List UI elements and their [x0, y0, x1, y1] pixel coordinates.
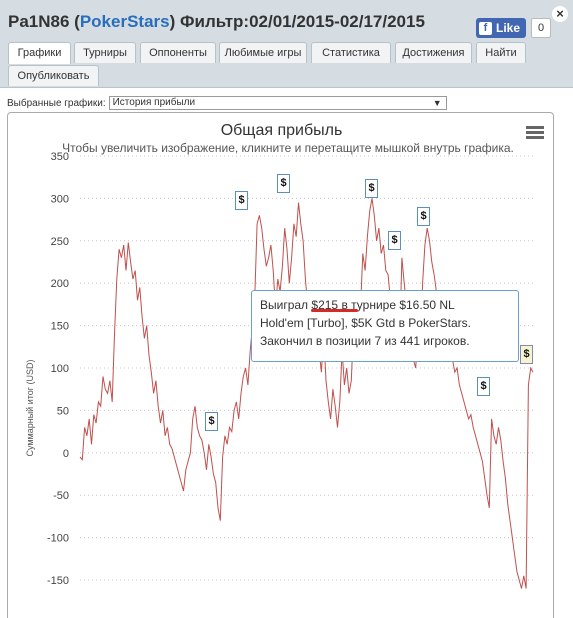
- y-tick-label: 50: [57, 405, 69, 417]
- player-name: Pa1N86: [8, 12, 70, 31]
- chart-title: Общая прибыль: [220, 122, 343, 139]
- tab-publish[interactable]: Опубликовать: [8, 65, 99, 86]
- close-button[interactable]: ×: [552, 6, 568, 22]
- y-tick-label: 300: [51, 193, 69, 205]
- tournament-marker[interactable]: $: [520, 345, 533, 364]
- y-tick-label: 200: [51, 278, 69, 290]
- y-tick-label: 250: [51, 236, 69, 248]
- y-axis-label: Суммарный итог (USD): [25, 359, 35, 456]
- y-tick-label: 350: [51, 151, 69, 163]
- header-bar: Pa1N86 (PokerStars) Фильтр:02/01/2015-02…: [0, 0, 573, 88]
- amount-underline-annotation: [311, 309, 358, 312]
- tab-achievements[interactable]: Достижения: [395, 42, 472, 63]
- tournament-marker[interactable]: $: [235, 191, 248, 210]
- tab-statistics[interactable]: Статистика: [311, 42, 391, 63]
- profit-series-line[interactable]: [79, 198, 534, 589]
- y-tick-label: 0: [63, 448, 69, 460]
- tournament-marker[interactable]: $: [205, 412, 218, 431]
- tab-favorite-games[interactable]: Любимые игры: [219, 42, 307, 63]
- tooltip-line-1: Выиграл $215 в турнире $16.50 NL: [260, 296, 510, 314]
- tournament-marker[interactable]: $: [365, 179, 378, 198]
- filter-label: Фильтр:02/01/2015-02/17/2015: [180, 12, 425, 31]
- y-tick-label: -100: [47, 533, 69, 545]
- tournament-marker[interactable]: $: [388, 231, 401, 250]
- chart-tooltip: Выиграл $215 в турнире $16.50 NL Hold'em…: [251, 290, 519, 362]
- hamburger-menu-icon[interactable]: [526, 126, 544, 140]
- tab-opponents[interactable]: Оппоненты: [140, 42, 216, 63]
- facebook-icon: f: [479, 21, 492, 35]
- page-title: Pa1N86 (PokerStars) Фильтр:02/01/2015-02…: [8, 12, 425, 31]
- tournament-marker[interactable]: $: [417, 207, 430, 226]
- chart-selector-label: Выбранные графики:: [7, 97, 106, 109]
- facebook-like-widget: f Like 0: [476, 18, 552, 38]
- tooltip-text-after: в турнире $16.50 NL: [338, 298, 455, 312]
- facebook-like-button[interactable]: f Like: [476, 18, 527, 38]
- tooltip-line-2: Hold'em [Turbo], $5K Gtd в PokerStars.: [260, 316, 471, 330]
- chart-subtitle: Чтобы увеличить изображение, кликните и …: [62, 141, 514, 155]
- tournament-marker[interactable]: $: [477, 377, 490, 396]
- y-tick-label: -150: [47, 575, 69, 587]
- y-tick-label: -50: [53, 490, 69, 502]
- chart-panel[interactable]: Общая прибыль Чтобы увеличить изображени…: [7, 112, 554, 618]
- chart-select[interactable]: История прибыли ▼: [108, 96, 447, 110]
- y-tick-label: 100: [51, 363, 69, 375]
- chart-select-value: История прибыли: [112, 97, 196, 108]
- tab-graphs[interactable]: Графики: [8, 42, 71, 64]
- tab-search[interactable]: Найти: [476, 42, 526, 63]
- tooltip-text-before: Выиграл: [260, 298, 312, 312]
- tab-tournaments[interactable]: Турниры: [74, 42, 136, 63]
- tooltip-line-3: Закончил в позиции 7 из 441 игроков.: [260, 334, 470, 348]
- chart-selector-row: Выбранные графики: История прибыли ▼: [7, 96, 447, 110]
- tournament-marker[interactable]: $: [277, 174, 290, 193]
- like-label: Like: [496, 21, 521, 35]
- y-tick-label: 150: [51, 321, 69, 333]
- like-count: 0: [531, 18, 552, 38]
- tooltip-amount: $215: [311, 298, 339, 312]
- dropdown-arrow-icon: ▼: [432, 98, 442, 108]
- site-link[interactable]: PokerStars: [79, 12, 170, 31]
